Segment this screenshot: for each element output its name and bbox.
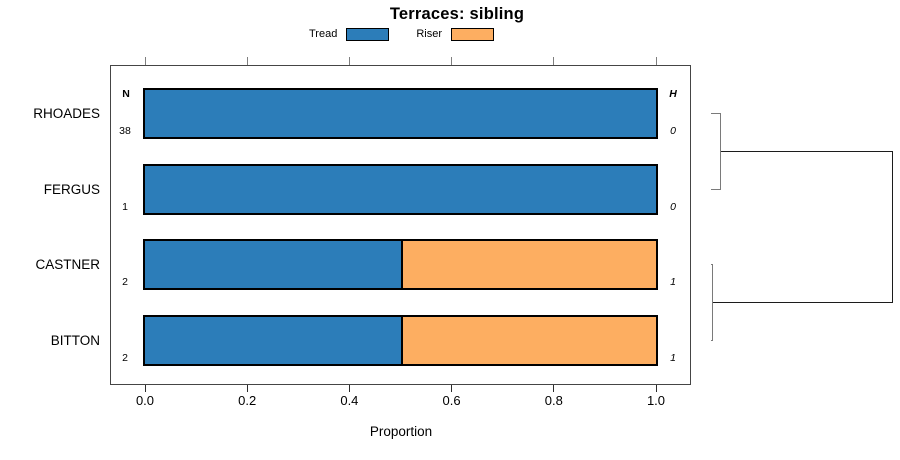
top-axis-tick: [655, 57, 657, 65]
legend-item-tread: Tread: [309, 27, 390, 41]
bar-fergus: [143, 164, 658, 215]
category-label: RHOADES: [33, 105, 100, 121]
h-value: 1: [670, 276, 676, 288]
h-column-header: H: [669, 88, 677, 100]
chart-title: Terraces: sibling: [389, 5, 525, 23]
dendrogram-cluster-merge: [712, 264, 714, 341]
bar-segment-riser: [400, 241, 656, 288]
n-value: 2: [122, 276, 128, 288]
top-axis-tick: [246, 57, 248, 65]
dendrogram-leaf-stub: [711, 189, 721, 190]
dendrogram-leaf-stub: [711, 113, 721, 114]
bar-segment-tread: [145, 241, 401, 288]
x-tick-label: 0.2: [238, 393, 257, 408]
n-value: 1: [122, 201, 128, 213]
x-tick-label: 0.0: [135, 393, 155, 408]
bottom-axis-tick: [348, 385, 350, 392]
top-axis-tick: [451, 57, 453, 65]
top-axis-tick: [144, 57, 146, 65]
n-value: 38: [119, 125, 131, 137]
dendrogram-leaf-stub: [711, 340, 713, 341]
legend: Tread Riser: [309, 27, 494, 41]
x-tick-label: 0.4: [340, 393, 359, 408]
h-value: 1: [670, 352, 676, 364]
top-axis-tick: [553, 57, 555, 65]
top-axis-tick: [348, 57, 350, 65]
bar-bitton: [143, 315, 658, 366]
n-column-header: N: [122, 88, 130, 100]
bottom-axis-tick: [246, 385, 248, 392]
x-tick-label: 1.0: [646, 393, 666, 408]
dendrogram-root: [891, 151, 893, 303]
category-label: CASTNER: [35, 256, 100, 272]
legend-item-riser: Riser: [416, 27, 494, 41]
bar-segment-tread: [145, 90, 656, 137]
dendrogram-cluster-merge: [720, 113, 722, 190]
bar-segment-tread: [145, 166, 656, 213]
category-label: FERGUS: [43, 181, 100, 197]
legend-label: Riser: [416, 28, 442, 40]
bar-segment-tread: [145, 317, 401, 364]
dendrogram-branch: [721, 150, 893, 153]
bottom-axis-tick: [655, 385, 657, 392]
legend-label: Tread: [309, 28, 338, 40]
bar-castner: [143, 239, 658, 290]
bottom-axis-tick: [144, 385, 146, 392]
x-axis-title: Proportion: [369, 424, 433, 439]
h-value: 0: [670, 125, 676, 137]
bottom-axis-tick: [553, 385, 555, 392]
legend-swatch-riser: [451, 27, 494, 41]
n-value: 2: [122, 352, 128, 364]
dendrogram-branch: [713, 301, 893, 304]
bar-segment-riser: [400, 317, 656, 364]
bottom-axis-tick: [451, 385, 453, 392]
h-value: 0: [670, 201, 676, 213]
category-label: BITTON: [50, 332, 100, 348]
x-tick-label: 0.8: [544, 393, 563, 408]
legend-swatch-tread: [346, 27, 390, 41]
bar-rhoades: [143, 88, 658, 139]
x-tick-label: 0.6: [442, 393, 461, 408]
